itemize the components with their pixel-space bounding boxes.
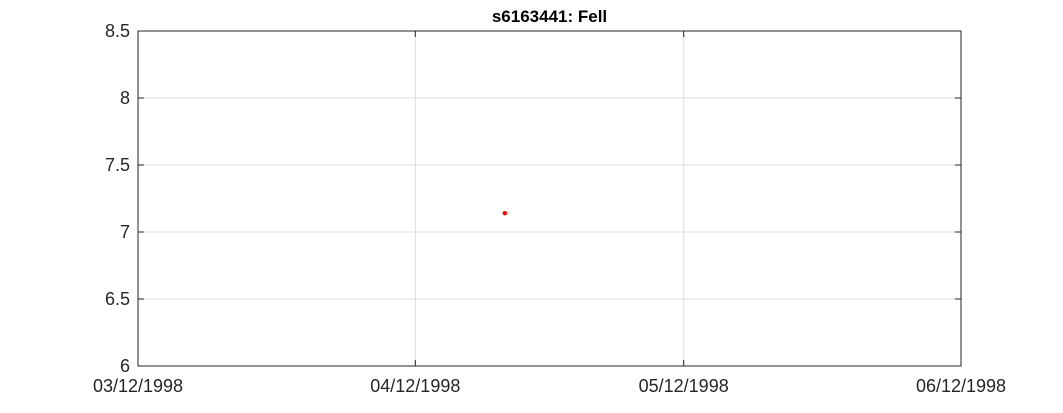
x-tick-label: 04/12/1998 [370, 376, 460, 396]
x-tick-label: 03/12/1998 [93, 376, 183, 396]
y-tick-label: 7.5 [105, 155, 130, 175]
x-tick-label: 05/12/1998 [639, 376, 729, 396]
axis-ticks [137, 30, 962, 367]
tick-labels: 03/12/1998 04/12/1998 05/12/1998 06/12/1998… [93, 21, 1006, 396]
y-tick-label: 6 [120, 356, 130, 376]
x-tick-label: 06/12/1998 [916, 376, 1006, 396]
y-tick-label: 8.5 [105, 21, 130, 41]
y-tick-label: 7 [120, 222, 130, 242]
y-tick-label: 6.5 [105, 289, 130, 309]
grid-lines [137, 30, 962, 367]
plot-area [137, 30, 962, 367]
chart-title: s6163441: Fell [492, 7, 607, 26]
data-points [502, 211, 507, 216]
y-tick-label: 8 [120, 88, 130, 108]
data-point [502, 211, 507, 216]
